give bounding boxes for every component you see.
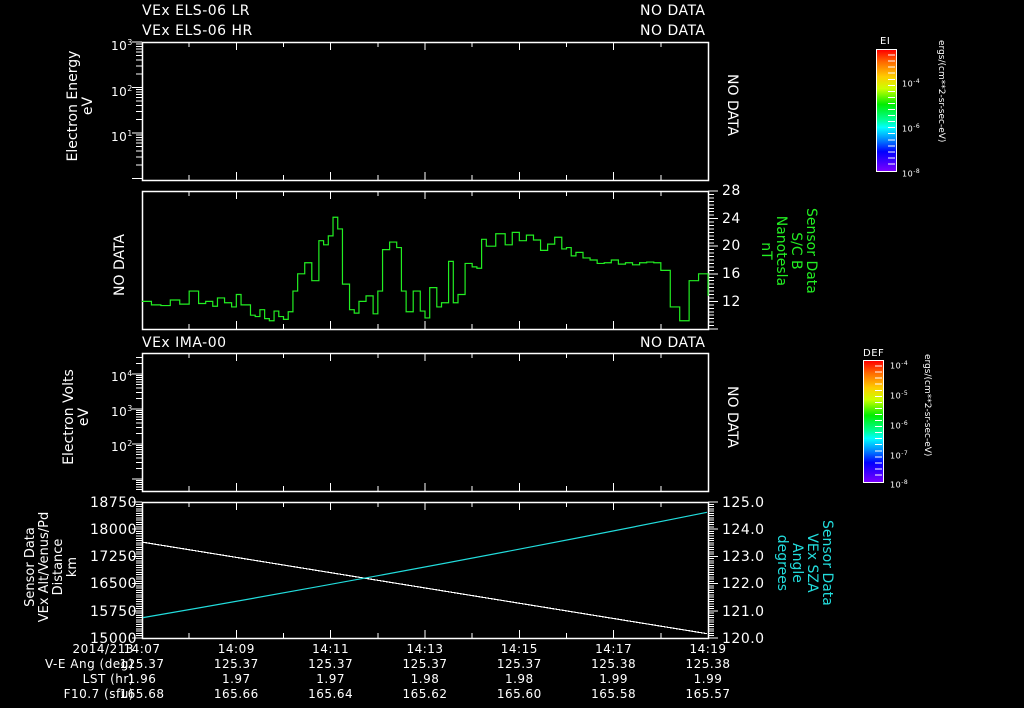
def-colorbar-tick-1e-6: 10-6 [890,420,909,431]
panel1-title-hr: VEx ELS-06 HR [142,23,253,39]
panel1-status-hr: NO DATA [640,23,706,39]
panel4-left-ytick-16500: 16500 [90,576,138,592]
altitude-line [142,541,708,635]
panel4-right-ytick-120: 120.0 [722,631,765,647]
panel1-ytick-1e1: 101 [111,129,133,144]
ei-colorbar-tick-1e-8: 10-8 [902,168,921,179]
footer-lst-value: 1.97 [316,672,346,686]
footer-ve_ang-value: 125.37 [402,657,448,671]
panel2-ytick-12: 12 [722,294,741,310]
panel4-right-ytick-125: 125.0 [722,495,765,511]
panel2-ytick-28: 28 [722,183,741,199]
panel3-ytick-1e3: 103 [111,404,133,419]
footer-f107-value: 165.58 [591,687,637,701]
panel4-left-ytick-18000: 18000 [90,522,138,538]
sza-line [142,511,708,619]
footer-f107-value: 165.57 [685,687,731,701]
panel1-title-lr: VEx ELS-06 LR [142,3,251,19]
panel4-left-ytick-15750: 15750 [90,604,138,620]
panel4-right-ytick-123: 123.0 [722,549,765,565]
footer-ve_ang-value: 125.37 [119,657,165,671]
footer-lst-value: 1.98 [504,672,534,686]
def-colorbar-tick-1e-8: 10-8 [890,479,909,490]
def-colorbar-title: DEF [863,348,885,359]
panel3-title: VEx IMA-00 [142,335,227,351]
ei-colorbar-tick-1e-4: 10-4 [902,78,921,89]
panel2-ytick-20: 20 [722,238,741,254]
footer-ve_ang-value: 125.38 [591,657,637,671]
panel2-frame [141,190,710,331]
footer-lst-value: 1.99 [599,672,629,686]
panel3-ytick-1e4: 104 [111,369,133,384]
footer-ve_ang-value: 125.38 [685,657,731,671]
footer-times-value: 14:13 [406,642,444,656]
panel4-right-ytick-121: 121.0 [722,604,765,620]
panel1-ytick-1e3: 103 [111,38,133,53]
panel1-ytick-1e2: 102 [111,84,133,99]
footer-lst-value: 1.99 [693,672,723,686]
footer-ve_ang-value: 125.37 [213,657,259,671]
footer-lst-value: 1.98 [410,672,440,686]
footer-times-value: 14:19 [689,642,727,656]
footer-times-value: 14:07 [123,642,161,656]
footer-f107-value: 165.60 [496,687,542,701]
def-colorbar-tick-1e-7: 10-7 [890,450,909,461]
panel3-frame [141,352,710,493]
panel4-right-ytick-124: 124.0 [722,522,765,538]
footer-f107-value: 165.68 [119,687,165,701]
panel3-ytick-1e2: 102 [111,439,133,454]
footer-label-lst: LST (hr) [82,672,134,686]
panel4-left-ytick-17250: 17250 [90,549,138,565]
footer-times-value: 14:09 [217,642,255,656]
footer-f107-value: 165.62 [402,687,448,701]
panel2-ytick-24: 24 [722,211,741,227]
footer-lst-value: 1.97 [221,672,251,686]
panel4-frame [141,501,710,640]
footer-lst-value: 1.96 [127,672,157,686]
panel4-left-ytick-15000: 15000 [90,631,138,647]
footer-f107-value: 165.64 [308,687,354,701]
footer-times-value: 14:15 [500,642,538,656]
panel1-status-lr: NO DATA [640,3,706,19]
def-colorbar-tick-1e-4: 10-4 [890,360,909,371]
footer-times-value: 14:17 [595,642,633,656]
footer-f107-value: 165.66 [213,687,259,701]
footer-ve_ang-value: 125.37 [308,657,354,671]
mag-field-trace [142,216,709,322]
panel3-status: NO DATA [640,335,706,351]
panel2-ytick-16: 16 [722,266,741,282]
def-colorbar-tick-1e-5: 10-5 [890,390,909,401]
ei-colorbar-title: EI [880,36,891,47]
footer-label-date: 2014/213 [72,642,134,656]
panel1-frame [141,41,710,182]
footer-ve_ang-value: 125.37 [496,657,542,671]
panel4-left-ytick-18750: 18750 [90,495,138,511]
footer-times-value: 14:11 [312,642,350,656]
footer-label-ve-ang: V-E Ang (deg) [45,657,134,671]
panel4-right-ytick-122: 122.0 [722,576,765,592]
ei-colorbar-tick-1e-6: 10-6 [902,123,921,134]
footer-label-f107: F10.7 (sfu) [63,687,134,701]
